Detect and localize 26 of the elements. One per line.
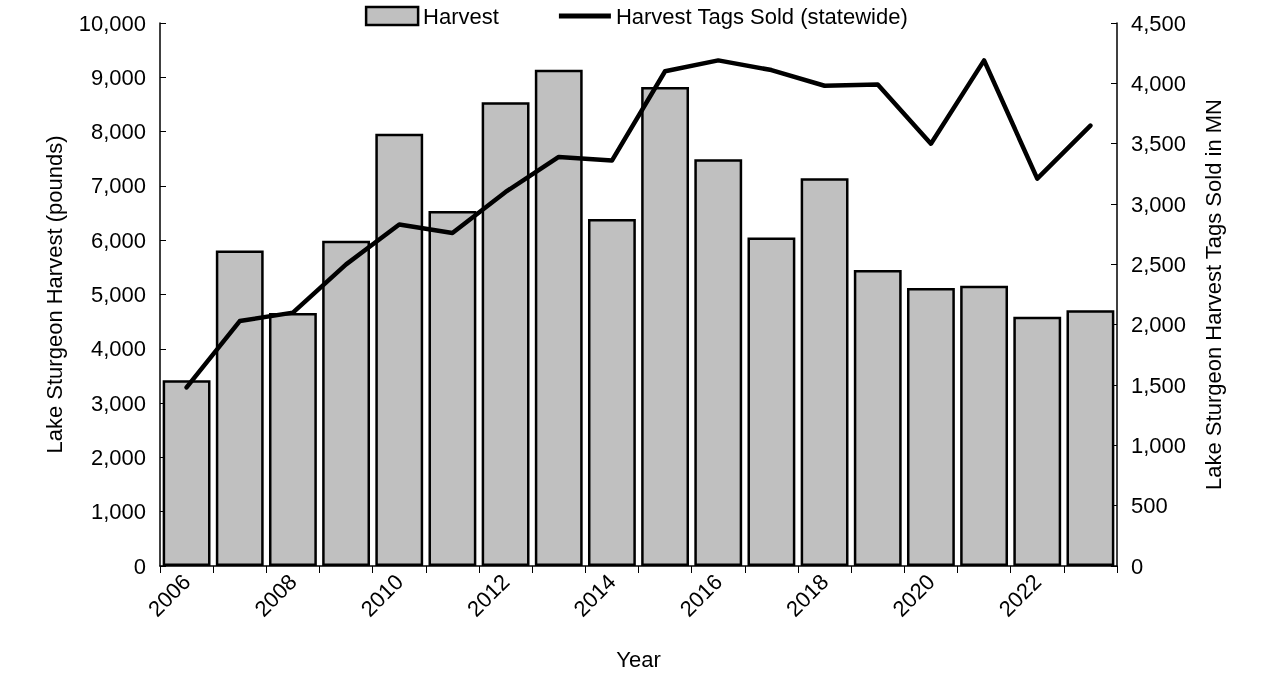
y-tick-label: 7,000	[90, 173, 146, 199]
legend-label: Harvest Tags Sold (statewide)	[615, 3, 908, 29]
y-tick-label: 10,000	[78, 10, 146, 36]
y2-axis-title: Lake Sturgeon Harvest Tags Sold in MN	[1200, 99, 1226, 490]
y-tick-label: 3,000	[90, 390, 146, 416]
y-tick-label: 5,000	[90, 282, 146, 307]
y2-tick-label: 1,500	[1131, 372, 1187, 398]
y-tick-label: 1,000	[90, 499, 146, 525]
y-tick-label: 9,000	[90, 64, 146, 90]
y2-tick-label: 500	[1131, 493, 1168, 519]
y-axis-title: Lake Sturgeon Harvest (pounds)	[41, 135, 67, 454]
y-tick-label: 6,000	[90, 227, 146, 253]
y2-tick-label: 4,500	[1131, 10, 1187, 36]
y2-tick-label: 4,000	[1131, 70, 1187, 96]
legend-label: Harvest	[423, 3, 499, 29]
y-tick-label: 4,000	[90, 336, 146, 362]
y2-tick-label: 1,000	[1131, 432, 1187, 458]
y-tick-label: 0	[133, 553, 146, 579]
y2-tick-label: 3,500	[1131, 131, 1187, 157]
y2-tick-label: 2,500	[1131, 251, 1187, 277]
x-axis-title: Year	[616, 646, 661, 672]
y-tick-label: 2,000	[90, 444, 146, 470]
y2-tick-label: 0	[1131, 553, 1144, 579]
y2-tick-label: 2,000	[1131, 312, 1187, 338]
y-tick-label: 8,000	[90, 119, 146, 145]
y2-tick-label: 3,000	[1131, 191, 1187, 217]
